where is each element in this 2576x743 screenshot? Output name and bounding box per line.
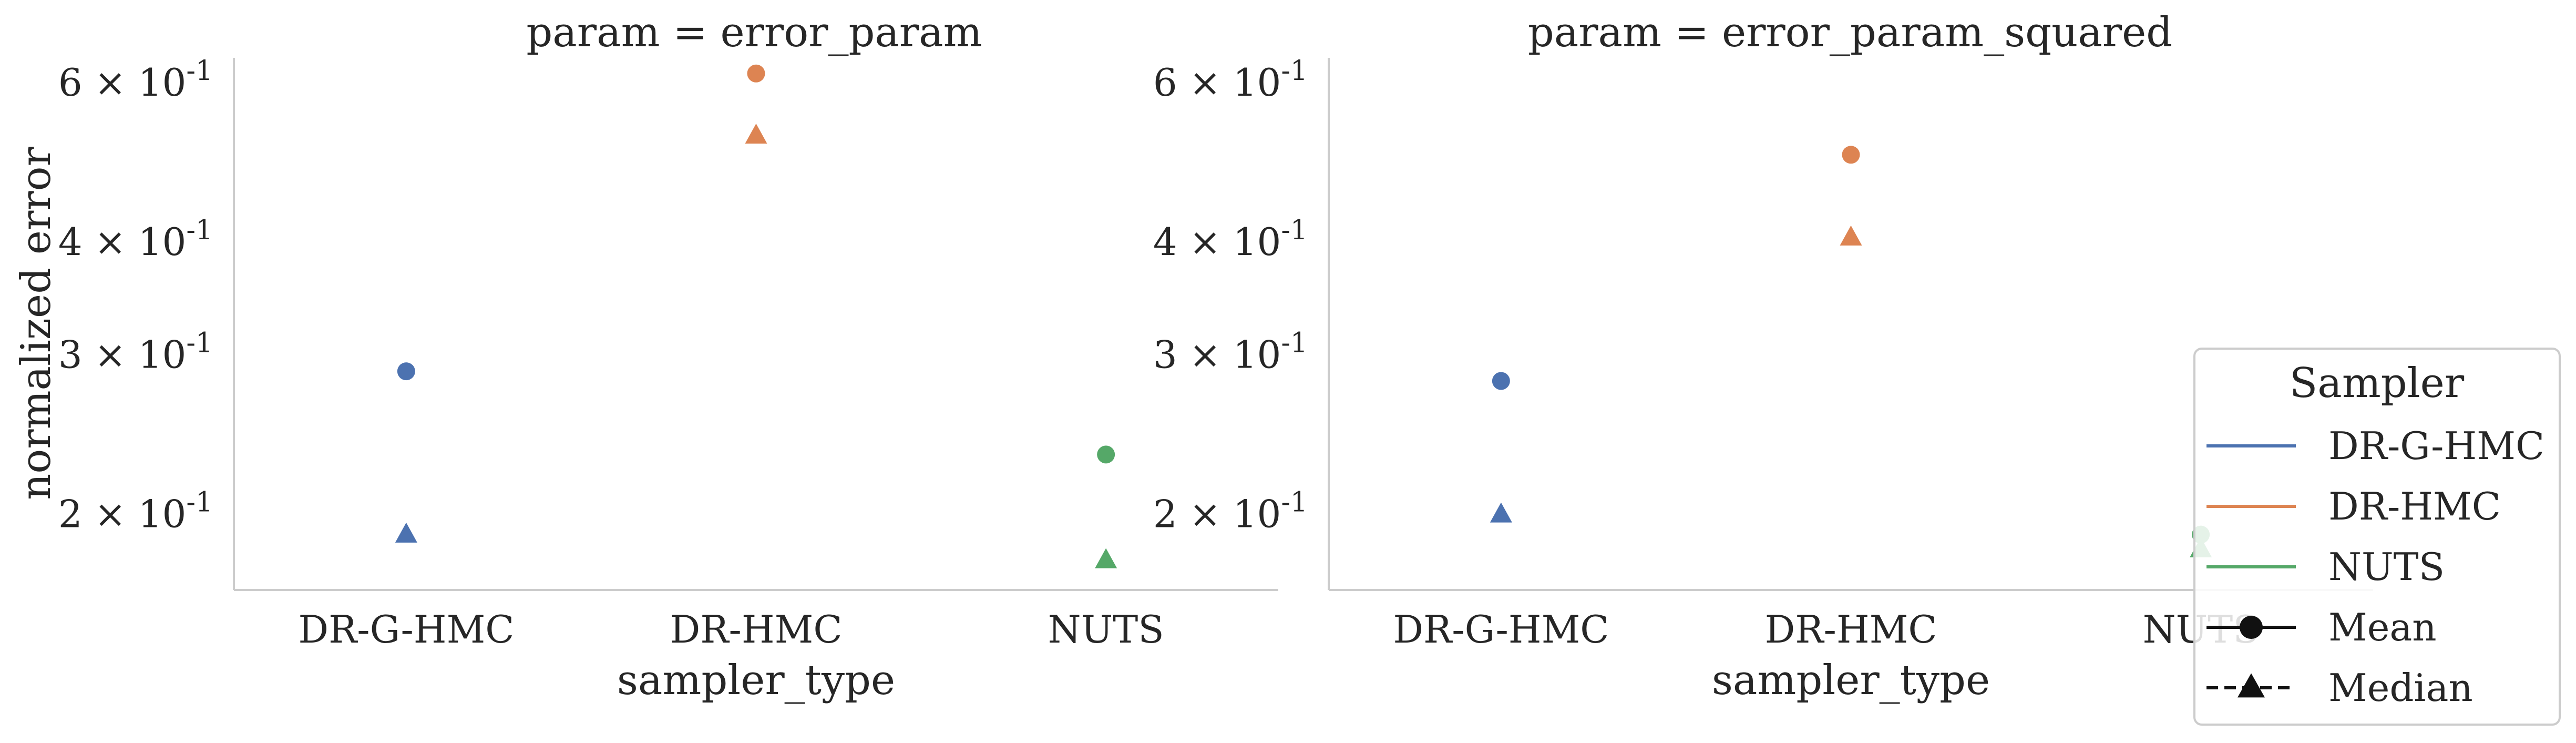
x-tick-label: DR-HMC	[670, 607, 843, 652]
plots: param = error_param 2 × 10-1 3 × 10-1 4 × 1…	[13, 9, 2373, 704]
panel-title: param = error_param_squared	[1528, 9, 2172, 56]
point-median	[745, 124, 767, 144]
y-tick-label: 6 × 10-1	[58, 55, 213, 105]
x-tick-label: DR-HMC	[1765, 607, 1937, 652]
legend-box	[2193, 348, 2561, 726]
x-tick-label: DR-G-HMC	[298, 607, 514, 652]
legend-marker-triangle	[2238, 673, 2265, 698]
legend-item: NUTS	[2206, 545, 2445, 589]
legend: Sampler DR-G-HMC DR-HMC NUTS Mean Median	[2193, 348, 2561, 726]
point-mean	[747, 64, 765, 83]
y-axis-title: normalized error	[13, 146, 60, 500]
legend-label: DR-G-HMC	[2328, 424, 2544, 468]
y-tick-label: 4 × 10-1	[1153, 215, 1308, 264]
y-tick-label: 4 × 10-1	[58, 215, 213, 264]
legend-label: Median	[2328, 666, 2473, 710]
point-median	[1490, 502, 1512, 523]
panel-2: param = error_param_squared 2 × 10-1 3 × 1…	[1153, 9, 2373, 704]
y-tick-label: 2 × 10-1	[58, 486, 213, 536]
point-median	[1095, 548, 1117, 568]
legend-item: DR-HMC	[2206, 484, 2501, 528]
y-tick-label: 2 × 10-1	[1153, 486, 1308, 536]
x-tick-label: NUTS	[1048, 607, 1164, 652]
panel-title: param = error_param	[526, 9, 982, 56]
y-tick-label: 6 × 10-1	[1153, 55, 1308, 105]
legend-item: DR-G-HMC	[2206, 424, 2544, 468]
legend-label: DR-HMC	[2328, 484, 2501, 528]
legend-label: Mean	[2328, 605, 2437, 649]
legend-item: Mean	[2206, 605, 2437, 649]
point-median	[395, 522, 417, 543]
point-mean	[1492, 372, 1510, 390]
legend-marker-circle	[2240, 616, 2263, 639]
point-mean	[1097, 445, 1115, 464]
y-tick-label: 3 × 10-1	[58, 328, 213, 377]
x-tick-label: DR-G-HMC	[1393, 607, 1609, 652]
point-median	[1840, 225, 1862, 246]
legend-item: Median	[2206, 666, 2473, 710]
legend-title: Sampler	[2290, 360, 2465, 407]
legend-label: NUTS	[2328, 545, 2445, 589]
y-tick-label: 3 × 10-1	[1153, 328, 1308, 377]
panel-1: param = error_param 2 × 10-1 3 × 10-1 4 × 1…	[58, 9, 1278, 704]
point-mean	[1842, 146, 1860, 164]
x-axis-title: sampler_type	[617, 657, 895, 704]
x-axis-title: sampler_type	[1712, 657, 1990, 704]
point-mean	[397, 362, 415, 381]
